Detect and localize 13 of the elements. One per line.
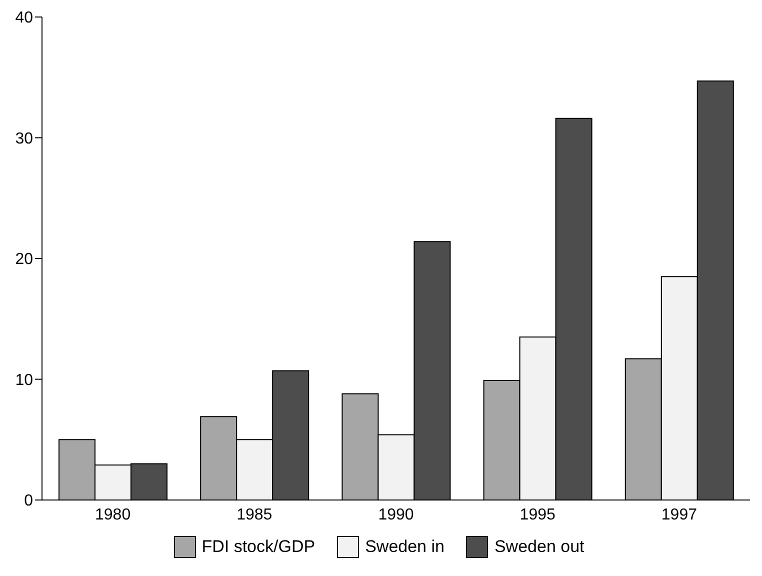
x-tick-label: 1980: [95, 506, 131, 524]
legend-label: Sweden out: [494, 537, 584, 557]
x-tick-label: 1995: [520, 506, 556, 524]
y-tick-label: 40: [15, 10, 34, 27]
y-tick-label: 0: [24, 492, 34, 510]
legend-label: Sweden in: [365, 537, 444, 557]
legend-label: FDI stock/GDP: [202, 537, 316, 557]
y-tick-label: 20: [15, 251, 34, 268]
y-tick-label: 10: [15, 372, 34, 389]
x-tick-label: 1985: [236, 506, 272, 524]
x-tick-label: 1990: [378, 506, 414, 524]
y-tick-label: 30: [15, 130, 34, 148]
x-tick-label: 1997: [661, 506, 698, 524]
